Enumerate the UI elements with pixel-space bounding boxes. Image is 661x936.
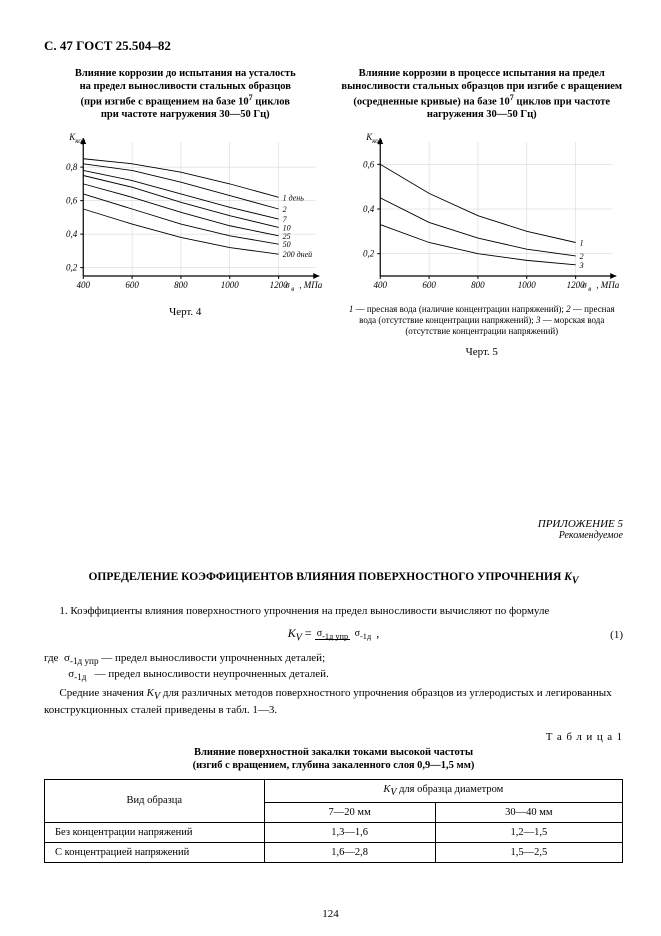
svg-text:0,2: 0,2	[66, 263, 78, 273]
svg-text:2: 2	[579, 252, 583, 261]
where-lead: где	[44, 652, 61, 664]
chart-4-title-l1: Влияние коррозии до испытания на усталос…	[75, 68, 296, 79]
svg-text:0,2: 0,2	[363, 249, 375, 259]
svg-text:0,4: 0,4	[66, 229, 78, 239]
svg-text:0,8: 0,8	[66, 162, 78, 172]
table-label: Т а б л и ц а 1	[44, 731, 623, 743]
para-2: Средние значения KV для различных методо…	[44, 686, 623, 717]
cell-r1c0: С концентрацией напряжений	[45, 842, 265, 862]
svg-text:, МПа: , МПа	[596, 280, 619, 290]
appendix-subtitle: Рекомендуемое	[44, 530, 623, 541]
th-col2: 30—40 мм	[435, 802, 622, 822]
chart-4-title-l3b: циклов	[253, 97, 290, 108]
svg-text:1000: 1000	[517, 280, 536, 290]
chart-4-title-l3a: (при изгибе с вращением на базе 10	[81, 97, 249, 108]
cell-r1c1: 1,6—2,8	[264, 842, 435, 862]
appendix-title: ПРИЛОЖЕНИЕ 5	[44, 518, 623, 530]
formula: KV = σ-1д упр σ-1д ,	[44, 626, 623, 643]
chart-5-title: Влияние коррозии в процессе испытания на…	[341, 68, 624, 122]
formula-row: KV = σ-1д упр σ-1д , (1)	[44, 626, 623, 643]
chart-4-block: Влияние коррозии до испытания на усталос…	[44, 68, 327, 358]
chart-5-title-l4: нагружения 30—50 Гц)	[427, 109, 537, 120]
svg-text:в: в	[588, 285, 591, 293]
cell-r0c0: Без концентрации напряжений	[45, 822, 265, 842]
svg-text:1 день: 1 день	[283, 193, 305, 202]
where-line-2: σ-1д — предел выносливости неупрочненных…	[44, 668, 623, 682]
svg-text:1000: 1000	[221, 280, 240, 290]
cell-r0c2: 1,2—1,5	[435, 822, 622, 842]
table-caption-l2: (изгиб с вращением, глубина закаленного …	[193, 760, 475, 771]
formula-num: σ-1д упр	[315, 628, 350, 640]
chart-5: 400600800100012000,20,40,6Kкорσв, МПа123	[341, 128, 624, 298]
chart-5-legend-1: 1	[349, 304, 354, 314]
where-line-1: где σ-1д упр — предел выносливости упроч…	[44, 652, 623, 666]
svg-text:0,4: 0,4	[363, 204, 375, 214]
cell-r0c1: 1,3—1,6	[264, 822, 435, 842]
th-span: KV для образца диаметром	[264, 779, 622, 802]
svg-text:0,6: 0,6	[363, 159, 375, 169]
table-row: Без концентрации напряжений 1,3—1,6 1,2—…	[45, 822, 623, 842]
svg-text:σ: σ	[285, 280, 290, 290]
cell-r1c2: 1,5—2,5	[435, 842, 622, 862]
page-number: 124	[0, 908, 661, 920]
chart-4-title-l2: на предел выносливости стальных образцов	[80, 81, 291, 92]
svg-text:σ: σ	[582, 280, 587, 290]
chart-4: 400600800100012000,20,40,60,8Kкорσв, МПа…	[44, 128, 327, 298]
chart-5-figlabel: Черт. 5	[341, 346, 624, 358]
svg-text:600: 600	[125, 280, 139, 290]
chart-4-figlabel: Черт. 4	[44, 306, 327, 318]
table-caption: Влияние поверхностной закалки токами выс…	[44, 747, 623, 772]
chart-4-title: Влияние коррозии до испытания на усталос…	[44, 68, 327, 122]
chart-5-legend: 1 — пресная вода (наличие концентрации н…	[341, 304, 624, 338]
page-header: С. 47 ГОСТ 25.504–82	[44, 38, 623, 54]
svg-text:200 дней: 200 дней	[283, 250, 313, 259]
charts-row: Влияние коррозии до испытания на усталос…	[44, 68, 623, 358]
svg-text:1: 1	[579, 238, 583, 247]
th-col0: Вид образца	[45, 779, 265, 822]
chart-5-title-l1: Влияние коррозии в процессе испытания на…	[359, 68, 605, 79]
where1-text: — предел выносливости упрочненных детале…	[99, 652, 326, 664]
table-1: Вид образца KV для образца диаметром 7—2…	[44, 779, 623, 863]
svg-text:2: 2	[283, 205, 287, 214]
section-title-text: ОПРЕДЕЛЕНИЕ КОЭФФИЦИЕНТОВ ВЛИЯНИЯ ПОВЕРХ…	[88, 571, 564, 583]
svg-text:, МПа: , МПа	[299, 280, 322, 290]
table-caption-l1: Влияние поверхностной закалки токами выс…	[194, 747, 473, 758]
chart-5-block: Влияние коррозии в процессе испытания на…	[341, 68, 624, 358]
para-1: 1. Коэффициенты влияния поверхностного у…	[44, 604, 623, 618]
svg-text:400: 400	[373, 280, 387, 290]
th-col1: 7—20 мм	[264, 802, 435, 822]
svg-text:0,6: 0,6	[66, 196, 78, 206]
svg-text:3: 3	[578, 261, 583, 270]
svg-text:кор: кор	[372, 137, 383, 145]
chart-5-title-l3b: циклов при частоте	[514, 97, 610, 108]
svg-text:400: 400	[77, 280, 91, 290]
chart-4-title-l4: при частоте нагружения 30—50 Гц)	[101, 109, 270, 120]
chart-5-title-l3a: (осредненные кривые) на базе 10	[353, 97, 509, 108]
svg-text:50: 50	[283, 240, 291, 249]
svg-text:800: 800	[174, 280, 188, 290]
svg-text:кор: кор	[75, 137, 86, 145]
svg-text:в: в	[291, 285, 294, 293]
table-row: С концентрацией напряжений 1,6—2,8 1,5—2…	[45, 842, 623, 862]
svg-text:600: 600	[422, 280, 436, 290]
where2-text: — предел выносливости неупрочненных дета…	[92, 668, 329, 680]
appendix-block: ПРИЛОЖЕНИЕ 5 Рекомендуемое	[44, 518, 623, 541]
svg-text:800: 800	[471, 280, 485, 290]
formula-number: (1)	[610, 629, 623, 641]
formula-den: σ-1д	[353, 628, 374, 639]
chart-5-title-l2: выносливости стальных образцов при изгиб…	[341, 81, 622, 92]
section-title: ОПРЕДЕЛЕНИЕ КОЭФФИЦИЕНТОВ ВЛИЯНИЯ ПОВЕРХ…	[44, 571, 623, 586]
